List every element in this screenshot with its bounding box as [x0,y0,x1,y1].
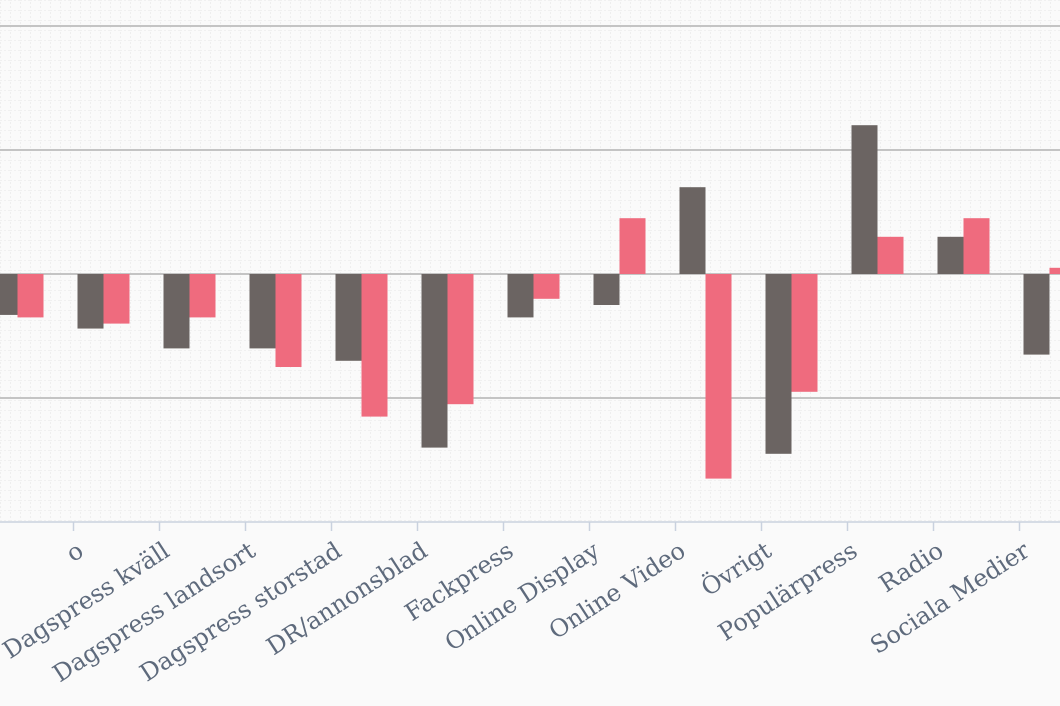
bar-series1-0 [0,274,18,315]
bar-series1-3 [249,274,276,349]
bar-series1-4 [335,274,362,361]
bar-series1-11 [937,236,964,274]
bar-series1-5 [421,274,448,448]
bar-series1-7 [593,274,620,305]
bar-series2-10 [877,236,904,274]
bar-series1-8 [679,187,706,274]
bar-series2-12 [1049,267,1060,274]
bar-series2-6 [533,274,560,299]
bar-series2-9 [791,274,818,392]
bar-series2-1 [103,274,130,324]
bar-series2-4 [361,274,388,417]
bar-series2-8 [705,274,732,479]
bar-series2-0 [17,274,44,318]
bar-series1-12 [1023,274,1050,355]
bar-series1-6 [507,274,534,318]
bar-series2-7 [619,218,646,274]
bar-series2-11 [963,218,990,274]
bar-series2-2 [189,274,216,318]
bar-series2-5 [447,274,474,405]
x-tick-label: Sociala Medier [865,536,1035,660]
bar-series1-2 [163,274,190,349]
x-tick-label: o [61,536,88,567]
x-axis-ticks [72,522,1021,531]
x-tick-label: Online Display [440,536,605,657]
bar-series1-9 [765,274,792,454]
bar-series1-1 [77,274,104,329]
bars [0,125,1060,479]
bar-series1-10 [851,125,878,274]
bar-series2-3 [275,274,302,367]
